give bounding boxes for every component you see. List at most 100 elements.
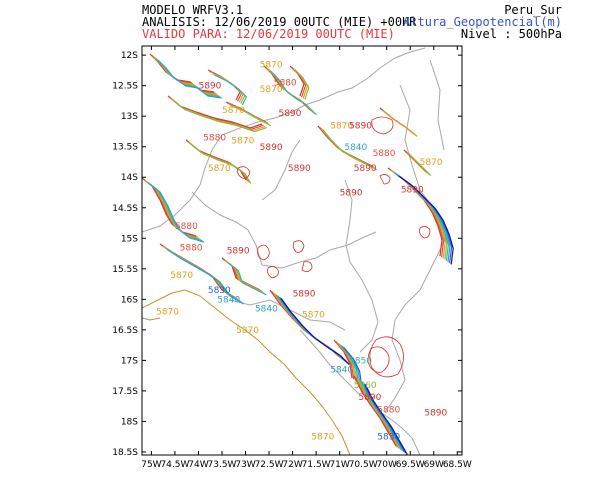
contour-bundle — [387, 167, 454, 265]
x-tick-label: 72W — [282, 460, 302, 470]
contour-bundle — [207, 69, 248, 106]
contour-label: 5890 — [227, 247, 250, 257]
x-tick-label: 68.5W — [443, 460, 472, 470]
contour-line — [190, 143, 252, 184]
y-tick-label: 16.5S — [112, 326, 138, 336]
contour-label: 5890 — [278, 109, 301, 119]
contour-line — [408, 153, 432, 177]
contour-bundle — [333, 339, 363, 386]
x-tick-label: 73.5W — [208, 460, 237, 470]
contour-label: 5890 — [198, 82, 221, 92]
contour-bundle — [225, 101, 272, 127]
contour-label: 5890 — [340, 189, 363, 199]
x-tick-label: 74.5W — [160, 460, 189, 470]
contour-label: 5880 — [175, 222, 198, 232]
x-tick-label: 69W — [424, 460, 444, 470]
region-label: Peru_Sur — [504, 3, 562, 17]
contour-label: 5890 — [354, 164, 377, 174]
contour-label: 5890 — [349, 121, 372, 131]
y-tick-label: 17.5S — [112, 387, 138, 397]
contour-line — [149, 183, 205, 243]
x-tick-label: 70W — [377, 460, 397, 470]
isolated-5890-contours — [237, 116, 431, 378]
contour-bundle — [353, 375, 408, 455]
axis-ticks: 75W74.5W74W73.5W73W72.5W72W71.5W71W70.5W… — [112, 46, 472, 470]
y-tick-label: 12S — [121, 51, 138, 61]
y-tick-label: 18.5S — [112, 448, 138, 458]
contour-line — [363, 382, 407, 454]
contour-label: 5870 — [260, 60, 283, 70]
contour-bundle — [149, 53, 223, 99]
y-tick-label: 12.5S — [112, 82, 138, 92]
x-tick-label: 71.5W — [302, 460, 331, 470]
contour-bundle — [317, 125, 378, 171]
contour-label: 5890 — [293, 289, 316, 299]
x-tick-label: 74W — [188, 460, 208, 470]
contour-line — [355, 376, 399, 448]
contour-line — [228, 262, 267, 296]
contour-bundle — [263, 65, 317, 116]
contour-line — [172, 99, 267, 133]
contour-line — [353, 375, 397, 447]
contour-label: 5870 — [302, 311, 325, 321]
contour-line — [214, 74, 248, 106]
y-tick-label: 14S — [121, 173, 138, 183]
contour-label: 5890 — [288, 164, 311, 174]
level-label: Nivel : 500hPa — [460, 27, 562, 41]
contour-line — [322, 129, 378, 171]
valid-label: VALIDO PARA: 12/06/2019 00UTC (MIE) — [142, 27, 395, 41]
x-tick-label: 69.5W — [396, 460, 425, 470]
contour-line — [361, 381, 405, 453]
contour-label: 5870 — [156, 308, 179, 318]
y-tick-label: 13.5S — [112, 143, 138, 153]
y-tick-label: 13S — [121, 112, 138, 122]
x-tick-label: 75W — [141, 460, 161, 470]
contour-label: 5880 — [373, 149, 396, 159]
contour-line — [157, 59, 223, 99]
y-tick-label: 14.5S — [112, 204, 138, 214]
contour-label: 5890 — [358, 393, 381, 403]
contour-line — [398, 175, 454, 265]
contour-label: 5870 — [311, 433, 334, 443]
contour-label: 5870 — [420, 158, 443, 168]
contour-bundle — [221, 257, 267, 296]
y-tick-label: 18S — [121, 417, 138, 427]
contour-label: 5850 — [349, 356, 372, 366]
contour-label: 5870 — [208, 164, 231, 174]
contour-label: 5840 — [255, 305, 278, 315]
y-tick-label: 17S — [121, 356, 138, 366]
contour-label: 5880 — [203, 134, 226, 144]
contour-label: 5840 — [330, 366, 353, 376]
contour-bundle — [379, 107, 418, 137]
y-tick-label: 15.5S — [112, 265, 138, 275]
contour-line — [167, 249, 245, 305]
coastline — [142, 289, 351, 455]
contour-label: 5870 — [222, 106, 245, 116]
contour-bundle — [167, 95, 267, 133]
contour-label: 5840 — [217, 295, 240, 305]
x-tick-label: 70.5W — [349, 460, 378, 470]
geopotential-contours — [142, 53, 454, 455]
political-borders — [142, 47, 449, 455]
contour-label: 5860 — [354, 381, 377, 391]
contour-label: 5870 — [330, 121, 353, 131]
contour-line — [230, 105, 272, 127]
x-tick-label: 71W — [329, 460, 349, 470]
y-tick-label: 15S — [121, 234, 138, 244]
contour-label: 5830 — [377, 433, 400, 443]
contour-bundle — [403, 149, 432, 177]
contour-bundle — [289, 65, 310, 100]
x-tick-label: 73W — [235, 460, 255, 470]
contour-bundle — [269, 289, 350, 365]
contour-line — [294, 69, 310, 100]
contour-line — [356, 378, 400, 449]
contour-label: 5890 — [424, 408, 447, 418]
contour-line — [358, 379, 402, 450]
contour-label: 5870 — [260, 85, 283, 95]
y-tick-label: 16S — [121, 295, 138, 305]
contour-label: 5870 — [170, 271, 193, 281]
map-frame — [141, 45, 463, 456]
contour-label: 5870 — [236, 326, 259, 336]
